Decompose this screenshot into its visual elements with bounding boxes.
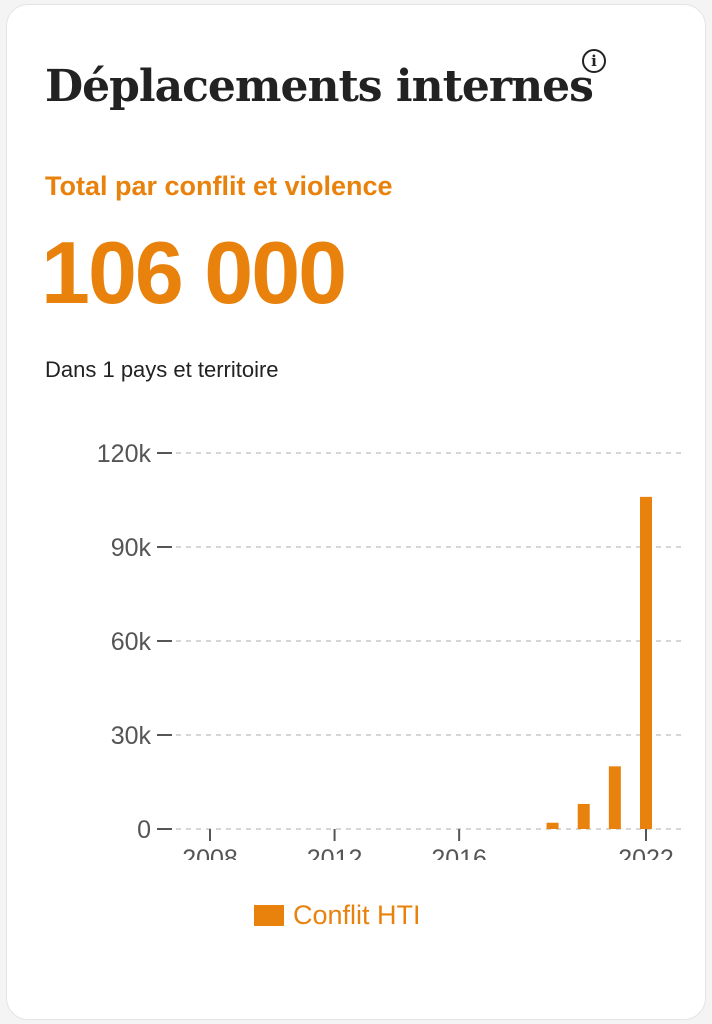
chart-subtitle: Total par conflit et violence bbox=[45, 171, 393, 201]
bar bbox=[640, 496, 652, 829]
card: Déplacements internes i Total par confli… bbox=[6, 4, 706, 1020]
y-tick-label: 0 bbox=[137, 816, 151, 844]
y-tick-label: 120k bbox=[97, 440, 152, 468]
legend-swatch bbox=[254, 905, 284, 926]
y-axis: 0 30k 60k 90k 120k bbox=[97, 440, 172, 844]
x-axis: 2008 2012 2016 2022 bbox=[182, 829, 674, 860]
x-tick-label: 2016 bbox=[431, 845, 487, 860]
bar bbox=[608, 766, 621, 829]
info-icon[interactable]: i bbox=[582, 49, 606, 73]
legend-label[interactable]: Conflit HTI bbox=[293, 900, 421, 930]
bar bbox=[577, 803, 590, 829]
bar-chart: 0 30k 60k 90k 120k 2008 2012 2016 2022 bbox=[97, 440, 686, 860]
scope-text: Dans 1 pays et territoire bbox=[45, 357, 279, 382]
total-value: 106 000 bbox=[41, 223, 347, 322]
y-tick-label: 90k bbox=[111, 534, 152, 562]
y-tick-label: 30k bbox=[111, 722, 152, 750]
bars bbox=[546, 496, 652, 829]
bar bbox=[546, 822, 559, 829]
legend: Conflit HTI bbox=[254, 900, 421, 931]
x-tick-label: 2022 bbox=[618, 845, 674, 860]
page-title: Déplacements internes bbox=[45, 61, 594, 112]
x-tick-label: 2012 bbox=[307, 845, 363, 860]
grid-lines bbox=[176, 452, 686, 830]
x-tick-label: 2008 bbox=[182, 845, 238, 860]
y-tick-label: 60k bbox=[111, 628, 152, 656]
